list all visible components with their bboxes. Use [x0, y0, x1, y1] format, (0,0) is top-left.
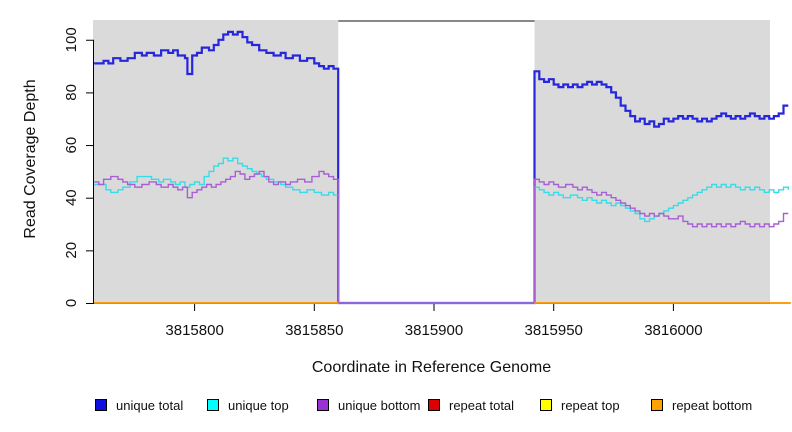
legend-label-unique-total: unique total — [116, 397, 184, 413]
y-axis-title: Read Coverage Depth — [22, 79, 39, 239]
y-tick-label: 40 — [63, 189, 80, 206]
y-tick-label: 0 — [63, 299, 80, 307]
y-tick-label: 100 — [63, 27, 80, 52]
legend-label-repeat-top: repeat top — [561, 397, 620, 413]
x-axis-title: Coordinate in Reference Genome — [311, 359, 552, 376]
legend-swatch-repeat-bottom — [651, 399, 663, 411]
x-tick-label: 3815900 — [405, 322, 463, 339]
legend-item-repeat-total: repeat total — [428, 397, 514, 413]
legend-item-repeat-bottom: repeat bottom — [651, 397, 752, 413]
y-tick-label: 60 — [63, 137, 80, 154]
legend-label-repeat-total: repeat total — [449, 397, 515, 413]
legend-label-repeat-bottom: repeat bottom — [672, 397, 753, 413]
legend-label-unique-top: unique top — [228, 397, 289, 413]
series-unique-top — [94, 157, 789, 304]
x-tick-label: 3815800 — [165, 322, 223, 339]
series-unique-bottom — [94, 170, 789, 304]
legend-swatch-unique-top — [207, 399, 219, 411]
y-tick-label: 20 — [63, 242, 80, 259]
x-tick-label: 3815850 — [285, 322, 343, 339]
legend-swatch-repeat-total — [428, 399, 440, 411]
legend-item-repeat-top: repeat top — [540, 397, 620, 413]
series-unique-total — [94, 30, 789, 305]
legend-item-unique-total: unique total — [95, 397, 183, 413]
legend-swatch-unique-total — [95, 399, 107, 411]
legend-item-unique-top: unique top — [207, 397, 289, 413]
x-tick-label: 3815950 — [524, 322, 582, 339]
legend-item-unique-bottom: unique bottom — [317, 397, 420, 413]
y-tick-label: 80 — [63, 84, 80, 101]
legend-swatch-unique-bottom — [317, 399, 329, 411]
legend: unique total unique top unique bottom repea… — [0, 397, 792, 417]
x-tick-label: 3816000 — [644, 322, 702, 339]
legend-swatch-repeat-top — [540, 399, 552, 411]
legend-label-unique-bottom: unique bottom — [338, 397, 421, 413]
coverage-gap-region — [338, 20, 535, 304]
